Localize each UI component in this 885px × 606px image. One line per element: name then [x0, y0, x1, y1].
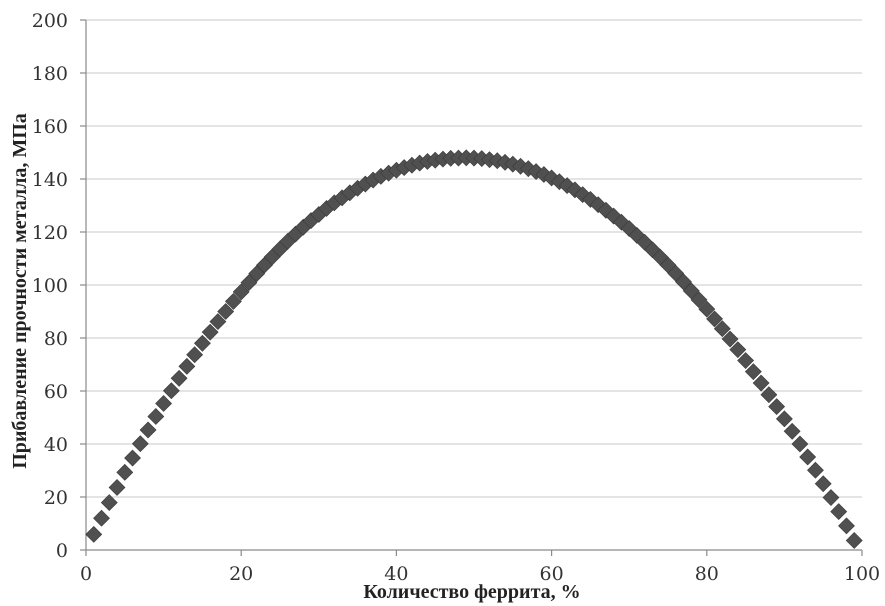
- data-point: [201, 323, 219, 341]
- x-tick-label: 0: [80, 563, 92, 585]
- data-point: [830, 503, 848, 520]
- data-point: [193, 334, 211, 352]
- data-point: [752, 374, 770, 392]
- gridlines: [86, 19, 862, 498]
- x-tick-label: 20: [229, 563, 253, 585]
- data-point: [675, 273, 692, 291]
- data-point: [170, 369, 188, 387]
- data-point: [240, 274, 258, 292]
- data-point: [760, 386, 778, 404]
- y-tick-label: 60: [44, 381, 68, 403]
- data-point: [845, 532, 863, 549]
- x-tick-label: 40: [384, 563, 408, 585]
- y-tick-labels: 0 20 40 60 80 100 120 140 160 180 200: [32, 10, 68, 562]
- data-point: [698, 300, 716, 318]
- data-point: [124, 449, 141, 467]
- data-point: [131, 435, 149, 453]
- data-point: [162, 382, 180, 400]
- data-point: [682, 282, 700, 300]
- y-axis-title: Прибавление прочности металла, МПа: [9, 113, 31, 469]
- y-tick-label: 0: [56, 540, 68, 562]
- data-point: [186, 346, 204, 364]
- data-point: [822, 489, 840, 506]
- data-point: [100, 494, 118, 511]
- data-point: [791, 435, 809, 453]
- data-point: [147, 408, 165, 425]
- x-tick-labels: 0 20 40 60 80 100: [80, 563, 880, 585]
- data-point: [838, 517, 855, 535]
- x-axis-title: Количество феррита, %: [363, 581, 580, 603]
- x-tick-label: 100: [844, 563, 880, 585]
- data-point: [217, 303, 235, 320]
- y-tick-label: 160: [32, 116, 68, 138]
- data-point: [225, 293, 242, 310]
- y-tick-label: 80: [44, 328, 68, 350]
- data-point: [729, 341, 747, 359]
- y-tick-label: 100: [32, 275, 68, 297]
- data-point: [155, 395, 173, 412]
- data-point: [744, 363, 762, 381]
- x-tick-label: 80: [695, 563, 719, 585]
- data-point: [713, 320, 731, 338]
- y-tick-label: 20: [44, 487, 68, 509]
- y-tick-label: 40: [44, 434, 68, 456]
- data-point: [768, 398, 786, 416]
- data-point: [807, 461, 824, 479]
- data-point: [85, 525, 103, 543]
- data-point: [721, 330, 739, 348]
- data-point: [108, 479, 126, 496]
- y-tick-label: 200: [32, 10, 68, 32]
- data-point: [232, 283, 250, 301]
- data-point: [690, 291, 708, 309]
- axes: [80, 19, 863, 556]
- data-point: [139, 421, 157, 439]
- data-point: [783, 422, 801, 440]
- data-point: [706, 310, 723, 328]
- data-points: [85, 149, 863, 549]
- data-point: [737, 352, 755, 369]
- data-point: [116, 463, 134, 481]
- data-point: [93, 509, 110, 527]
- x-tick-label: 60: [540, 563, 564, 585]
- y-tick-label: 120: [32, 222, 68, 244]
- data-point: [209, 313, 227, 330]
- data-point: [799, 448, 817, 466]
- y-tick-label: 140: [32, 169, 68, 191]
- data-point: [178, 357, 196, 375]
- y-tick-label: 180: [32, 63, 68, 85]
- data-point: [814, 475, 832, 493]
- data-point: [775, 410, 793, 428]
